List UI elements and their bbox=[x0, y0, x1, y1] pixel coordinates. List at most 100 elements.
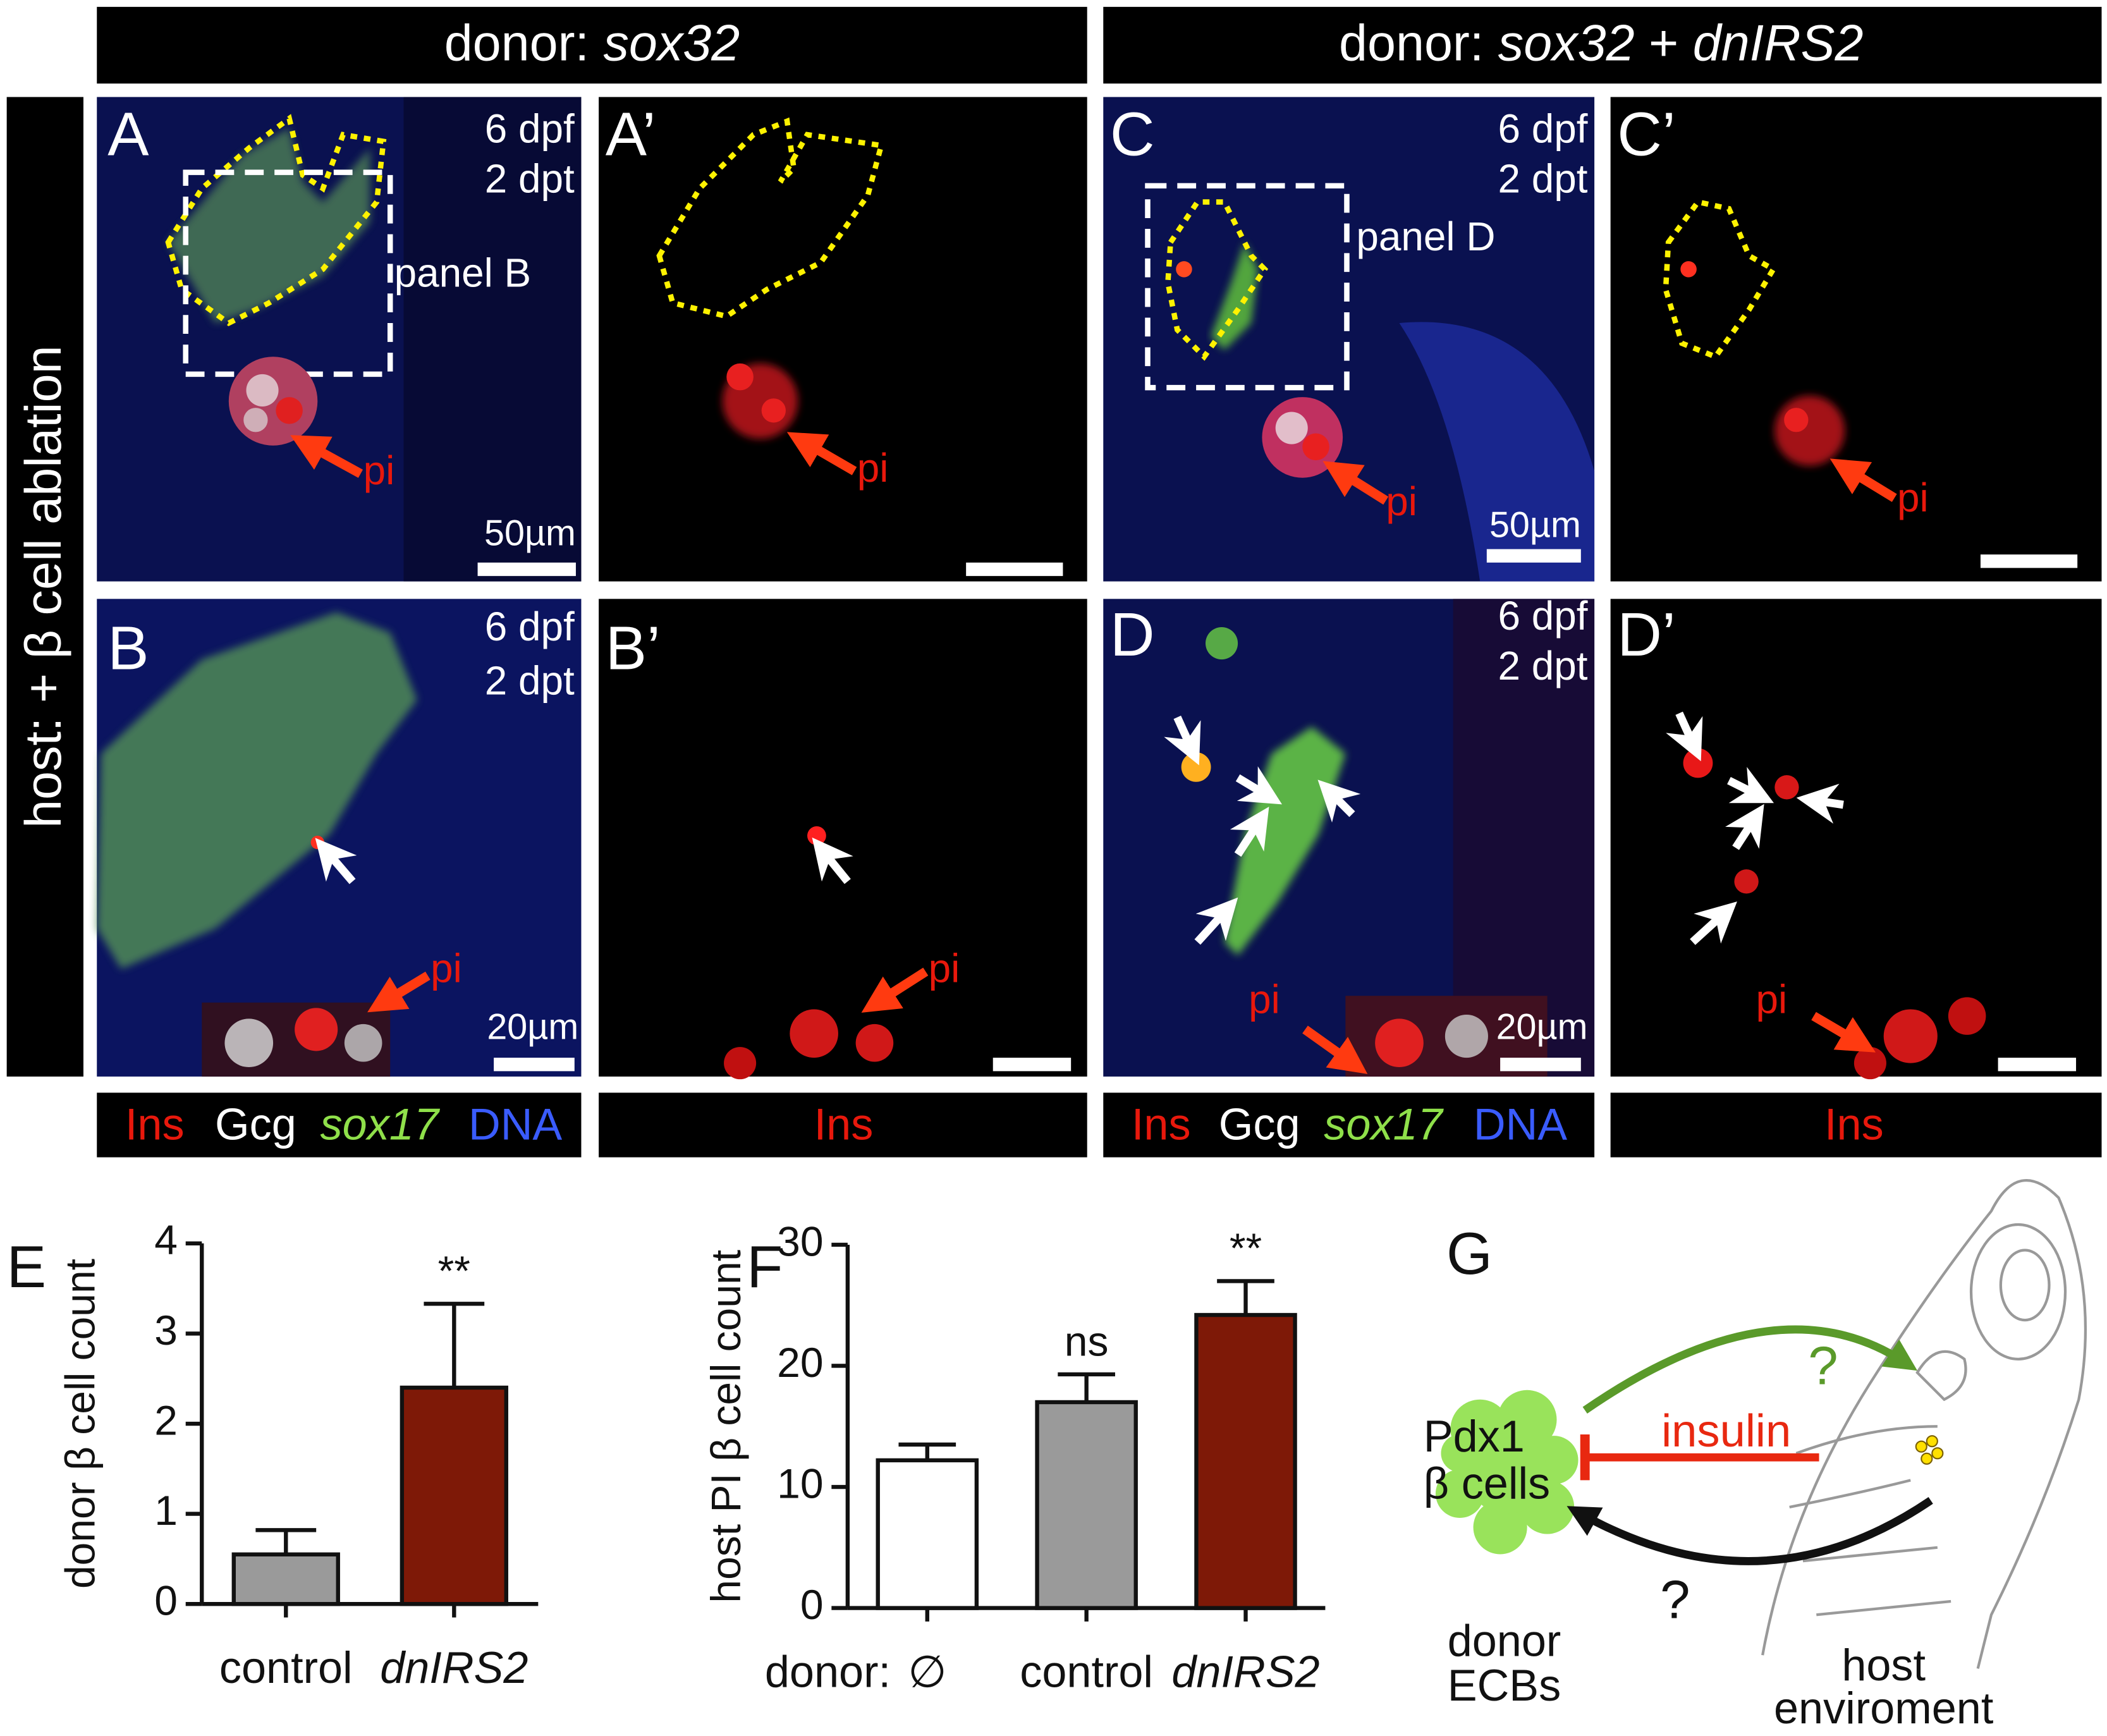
y-tick-label: 20 bbox=[777, 1339, 823, 1386]
x-tick-label: dnIRS2 bbox=[1171, 1647, 1319, 1697]
y-tick-label: 3 bbox=[154, 1307, 178, 1354]
unknown-label: ? bbox=[1660, 1570, 1690, 1630]
scale-label: 50µm bbox=[1489, 505, 1581, 546]
time-label: 2 dpt bbox=[1498, 156, 1587, 201]
stain-label: sox17 bbox=[1324, 1099, 1444, 1149]
header-label: donor: bbox=[444, 15, 589, 72]
panel-letter: C’ bbox=[1617, 99, 1675, 168]
stain-label: Ins bbox=[814, 1099, 874, 1149]
header-gene: sox32 bbox=[603, 15, 740, 72]
arrow-label: pi bbox=[857, 445, 889, 491]
time-label: 2 dpt bbox=[485, 156, 575, 201]
x-prefix: donor: bbox=[765, 1647, 891, 1697]
header-plus: + bbox=[1649, 15, 1678, 72]
panel-letter: F bbox=[747, 1233, 783, 1300]
stain-bar bbox=[599, 1092, 1087, 1158]
arrow-label: pi bbox=[1386, 479, 1417, 524]
side-label: host: + β cell ablation bbox=[15, 345, 72, 828]
stain-bar bbox=[1610, 1092, 2102, 1158]
annotation: ** bbox=[438, 1247, 470, 1294]
header-right: donor: sox32 + dnIRS2 bbox=[1339, 15, 1863, 72]
scale-label: 20µm bbox=[487, 1007, 578, 1048]
age-label: 6 dpf bbox=[1498, 593, 1587, 639]
panel-letter: A bbox=[107, 99, 149, 168]
arrow-label: pi bbox=[431, 946, 462, 991]
bar bbox=[876, 1458, 979, 1610]
bar bbox=[400, 1385, 508, 1606]
age-label: 6 dpf bbox=[485, 106, 575, 152]
panel-a: A 6 dpf 2 dpt panel B pi 50µm bbox=[97, 97, 582, 582]
panel-letter: E bbox=[7, 1233, 46, 1300]
x-tick-label: ∅ bbox=[908, 1647, 946, 1697]
age-label: 6 dpf bbox=[1498, 106, 1587, 152]
panel-letter: D bbox=[1110, 599, 1155, 669]
stain-label: Ins bbox=[1824, 1099, 1884, 1149]
y-tick-label: 4 bbox=[154, 1216, 178, 1263]
bar bbox=[1194, 1312, 1297, 1610]
x-tick-label: control bbox=[219, 1642, 353, 1692]
donor-label: donor bbox=[1448, 1616, 1561, 1666]
time-label: 2 dpt bbox=[1498, 643, 1587, 688]
arrow-label: pi bbox=[1897, 475, 1929, 520]
y-axis-label: host PI β cell count bbox=[702, 1250, 749, 1603]
panel-letter: G bbox=[1446, 1220, 1493, 1287]
y-tick-label: 10 bbox=[777, 1460, 823, 1507]
y-tick-label: 30 bbox=[777, 1218, 823, 1264]
panel-c-prime: C’ pi bbox=[1610, 97, 2102, 582]
panel-b: B 6 dpf 2 dpt pi 20µm bbox=[97, 599, 582, 1077]
arrow-label: pi bbox=[1249, 977, 1280, 1022]
annotation: ** bbox=[1230, 1225, 1262, 1271]
box-label: panel D bbox=[1356, 214, 1495, 259]
header-gene: sox32 bbox=[1498, 15, 1635, 72]
stain-label: Ins bbox=[125, 1099, 185, 1149]
host-label: host bbox=[1841, 1640, 1926, 1690]
bar bbox=[231, 1552, 340, 1606]
annotation: ns bbox=[1065, 1317, 1109, 1364]
scale-label: 20µm bbox=[1496, 1007, 1588, 1048]
header-bar bbox=[1103, 6, 2102, 84]
y-axis-label: donor β cell count bbox=[56, 1259, 103, 1589]
stain-label: Ins bbox=[1132, 1099, 1191, 1149]
arrow-label: pi bbox=[929, 946, 960, 991]
panel-d-prime: D’ pi bbox=[1610, 599, 2102, 1080]
panel-letter: B bbox=[107, 613, 149, 682]
age-label: 6 dpf bbox=[485, 604, 575, 649]
stain-bar bbox=[1103, 1092, 1595, 1158]
header-bar bbox=[97, 6, 1087, 84]
panel-a-prime: A’ pi bbox=[599, 97, 1087, 582]
cell-label: Pdx1 bbox=[1424, 1411, 1525, 1461]
header-label: donor: bbox=[1339, 15, 1484, 72]
bar bbox=[1035, 1400, 1138, 1610]
panel-b-prime: B’ pi bbox=[599, 599, 1087, 1080]
time-label: 2 dpt bbox=[485, 657, 575, 703]
unknown-label: ? bbox=[1808, 1336, 1838, 1396]
stain-bar bbox=[97, 1092, 582, 1158]
y-tick-label: 0 bbox=[800, 1581, 824, 1628]
cell-label: β cells bbox=[1424, 1458, 1550, 1508]
signal-label: insulin bbox=[1661, 1405, 1791, 1457]
stain-label: DNA bbox=[468, 1099, 562, 1149]
y-tick-label: 2 bbox=[154, 1397, 178, 1443]
y-tick-label: 1 bbox=[154, 1487, 178, 1534]
y-tick-label: 0 bbox=[154, 1577, 178, 1624]
stain-label: sox17 bbox=[321, 1099, 441, 1149]
panel-letter: D’ bbox=[1617, 599, 1675, 669]
box-label: panel B bbox=[394, 250, 532, 295]
panel-letter: C bbox=[1110, 99, 1155, 168]
arrow-label: pi bbox=[1756, 977, 1788, 1022]
panel-d: D 6 dpf 2 dpt pi 20µm bbox=[1103, 593, 1595, 1077]
panel-c: C 6 dpf 2 dpt panel D pi 50µm bbox=[1103, 97, 1595, 582]
host-label: enviroment bbox=[1774, 1683, 1993, 1733]
x-tick-label: dnIRS2 bbox=[380, 1642, 528, 1692]
stain-label: Gcg bbox=[215, 1099, 296, 1149]
header-gene: dnIRS2 bbox=[1693, 15, 1864, 72]
panel-letter: A’ bbox=[606, 99, 656, 168]
arrow-label: pi bbox=[363, 448, 395, 493]
diagram: G Pdx1 β cells donor ECBs insulin ? ? ho… bbox=[1424, 1179, 2087, 1733]
side-bar bbox=[6, 97, 83, 1077]
x-tick-label: control bbox=[1020, 1647, 1153, 1697]
header-left: donor: sox32 bbox=[444, 15, 740, 72]
stain-label: Gcg bbox=[1219, 1099, 1300, 1149]
